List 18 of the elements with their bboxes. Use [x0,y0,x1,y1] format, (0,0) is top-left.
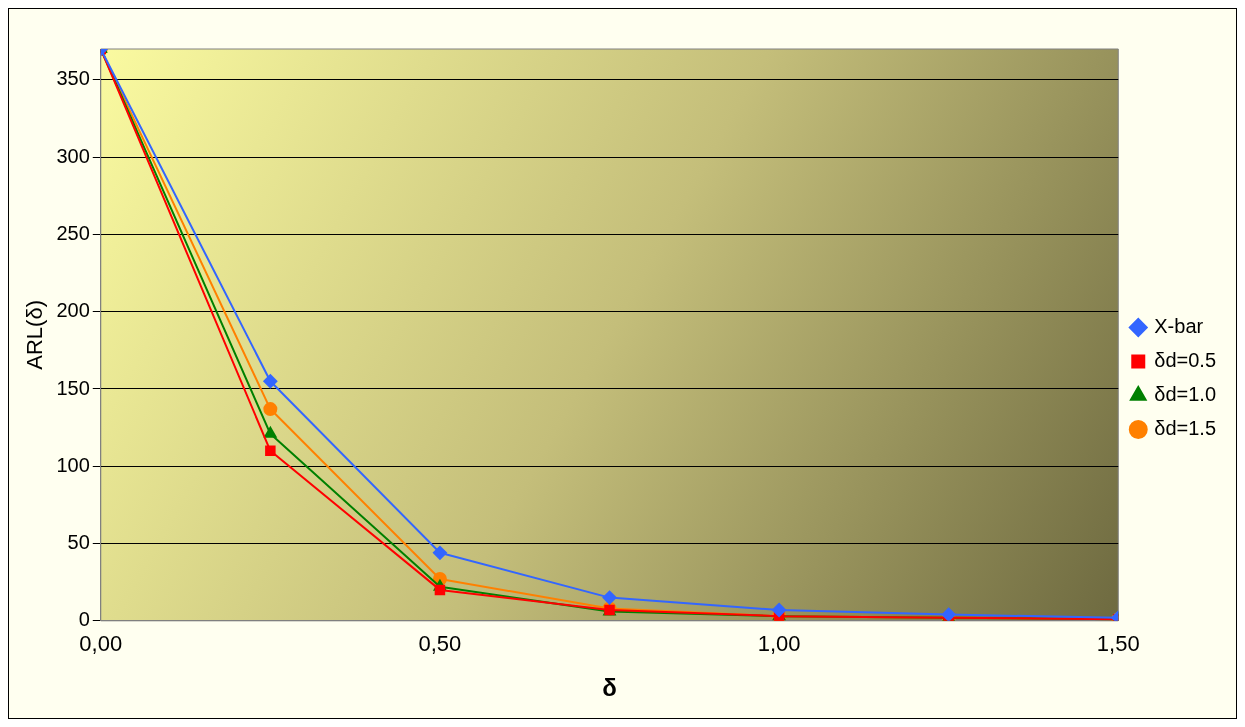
x-tick-label: 1,50 [1096,631,1140,657]
legend-label: δd=1.0 [1154,383,1217,406]
legend-label: X-bar [1154,315,1204,338]
y-tick-label: 350 [56,67,90,90]
x-tick-label: 0,50 [418,631,462,657]
y-tick-label: 200 [56,299,90,322]
y-tick-label: 50 [67,531,90,554]
legend-label: δd=0.5 [1154,349,1217,372]
y-tick-label: 100 [56,453,90,476]
x-tick-label: 0,00 [79,631,123,657]
legend-label: δd=1.5 [1154,417,1217,440]
y-tick-label: 150 [56,376,90,399]
y-axis-title: ARL(δ) [22,300,48,370]
y-tick-label: 0 [78,608,90,631]
x-tick-label: 1,00 [757,631,801,657]
x-axis-title: δ [602,674,617,702]
y-tick-label: 250 [56,221,90,244]
y-tick-label: 300 [56,144,90,167]
